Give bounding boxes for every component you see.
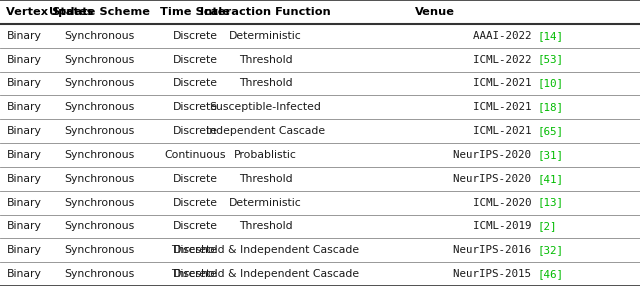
Text: Synchronous: Synchronous (64, 55, 134, 65)
Text: Synchronous: Synchronous (64, 198, 134, 208)
Text: ICML-2021: ICML-2021 (472, 126, 538, 136)
Text: Discrete: Discrete (173, 102, 218, 112)
Text: Binary: Binary (6, 150, 41, 160)
Text: Interaction Function: Interaction Function (200, 7, 331, 17)
Text: [14]: [14] (538, 31, 564, 41)
Text: [13]: [13] (538, 198, 564, 208)
Text: Independent Cascade: Independent Cascade (206, 126, 325, 136)
Text: Binary: Binary (6, 126, 41, 136)
Text: ICML-2020: ICML-2020 (472, 198, 538, 208)
Text: Synchronous: Synchronous (64, 245, 134, 255)
Text: ICML-2021: ICML-2021 (472, 78, 538, 88)
Text: Synchronous: Synchronous (64, 221, 134, 231)
Text: Vertex States: Vertex States (6, 7, 94, 17)
Text: Susceptible-Infected: Susceptible-Infected (210, 102, 321, 112)
Text: [41]: [41] (538, 174, 564, 184)
Text: [18]: [18] (538, 102, 564, 112)
Text: Discrete: Discrete (173, 245, 218, 255)
Text: NeurIPS-2020: NeurIPS-2020 (453, 150, 538, 160)
Text: [53]: [53] (538, 55, 564, 65)
Text: Threshold: Threshold (239, 78, 292, 88)
Text: NeurIPS-2020: NeurIPS-2020 (453, 174, 538, 184)
Text: Binary: Binary (6, 78, 41, 88)
Text: Binary: Binary (6, 102, 41, 112)
Text: Binary: Binary (6, 198, 41, 208)
Text: Threshold: Threshold (239, 174, 292, 184)
Text: Discrete: Discrete (173, 174, 218, 184)
Text: Binary: Binary (6, 269, 41, 279)
Text: ICML-2019: ICML-2019 (472, 221, 538, 231)
Text: Binary: Binary (6, 245, 41, 255)
Text: Discrete: Discrete (173, 126, 218, 136)
Text: [10]: [10] (538, 78, 564, 88)
Text: Threshold & Independent Cascade: Threshold & Independent Cascade (172, 269, 360, 279)
Text: Venue: Venue (415, 7, 455, 17)
Text: Binary: Binary (6, 55, 41, 65)
Text: Deterministic: Deterministic (229, 198, 302, 208)
Text: NeurIPS-2015: NeurIPS-2015 (453, 269, 538, 279)
Text: Discrete: Discrete (173, 221, 218, 231)
Text: Threshold: Threshold (239, 221, 292, 231)
Text: Deterministic: Deterministic (229, 31, 302, 41)
Text: Discrete: Discrete (173, 269, 218, 279)
Text: Threshold & Independent Cascade: Threshold & Independent Cascade (172, 245, 360, 255)
Text: Discrete: Discrete (173, 55, 218, 65)
Text: [2]: [2] (538, 221, 557, 231)
Text: Continuous: Continuous (164, 150, 226, 160)
Text: Synchronous: Synchronous (64, 174, 134, 184)
Text: Update Scheme: Update Scheme (49, 7, 150, 17)
Text: Discrete: Discrete (173, 198, 218, 208)
Text: NeurIPS-2016: NeurIPS-2016 (453, 245, 538, 255)
Text: Binary: Binary (6, 221, 41, 231)
Text: Synchronous: Synchronous (64, 31, 134, 41)
Text: ICML-2022: ICML-2022 (472, 55, 538, 65)
Text: [31]: [31] (538, 150, 564, 160)
Text: Threshold: Threshold (239, 55, 292, 65)
Text: Synchronous: Synchronous (64, 150, 134, 160)
Text: Discrete: Discrete (173, 78, 218, 88)
Text: Synchronous: Synchronous (64, 102, 134, 112)
Text: Probablistic: Probablistic (234, 150, 297, 160)
Text: AAAI-2022: AAAI-2022 (472, 31, 538, 41)
Text: Synchronous: Synchronous (64, 78, 134, 88)
Text: [65]: [65] (538, 126, 564, 136)
Text: Synchronous: Synchronous (64, 269, 134, 279)
Text: Binary: Binary (6, 31, 41, 41)
Text: [32]: [32] (538, 245, 564, 255)
Text: Discrete: Discrete (173, 31, 218, 41)
Text: [46]: [46] (538, 269, 564, 279)
Text: ICML-2021: ICML-2021 (472, 102, 538, 112)
Text: Synchronous: Synchronous (64, 126, 134, 136)
Text: Binary: Binary (6, 174, 41, 184)
Text: Time Scale: Time Scale (160, 7, 230, 17)
